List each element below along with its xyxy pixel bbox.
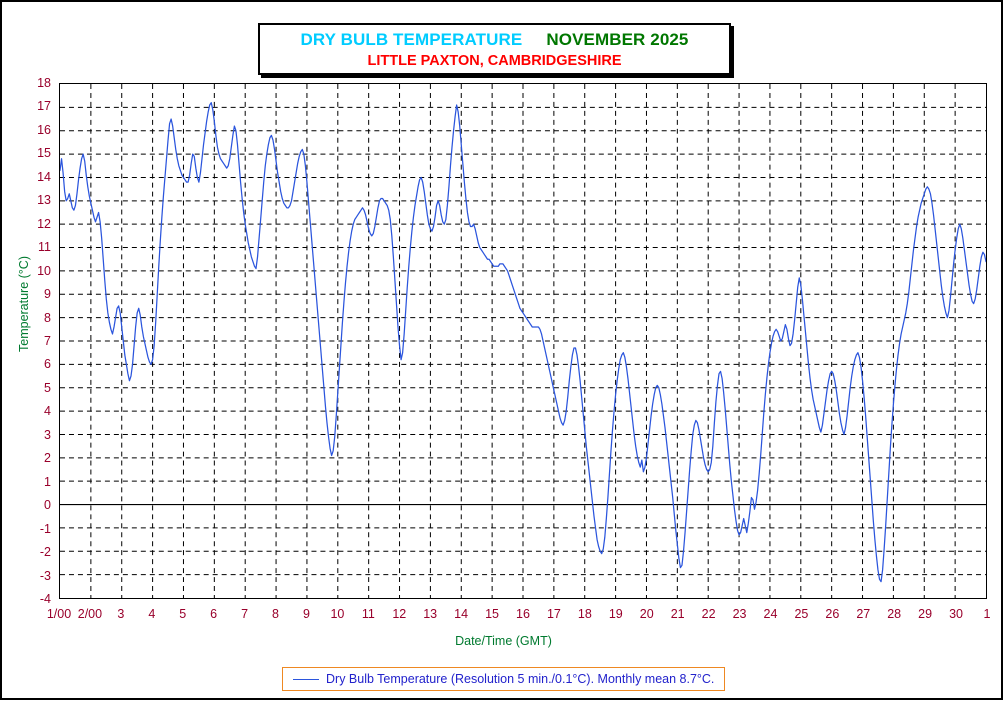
x-axis-tick: 28 <box>887 607 902 621</box>
y-axis-tick: 0 <box>44 498 51 513</box>
x-axis-tick: 25 <box>794 607 809 621</box>
x-axis-tick: 26 <box>825 607 840 621</box>
title-site-text: LITTLE PAXTON, CAMBRIDGESHIRE <box>367 53 622 69</box>
x-axis-tick: 21 <box>670 607 685 621</box>
y-axis-tick: -2 <box>39 545 51 560</box>
y-axis-tick: -3 <box>39 568 51 583</box>
title-primary-line: DRY BULB TEMPERATURE NOVEMBER 2025 <box>260 30 729 50</box>
y-axis-tick: 18 <box>37 76 51 90</box>
x-axis-tick: 5 <box>179 607 187 621</box>
legend-line-swatch <box>293 678 319 680</box>
y-axis-title: Temperature (°C) <box>17 256 31 352</box>
x-axis-tick: 4 <box>148 607 156 621</box>
y-axis-tick: 8 <box>44 310 51 325</box>
y-axis-tick: 10 <box>37 263 51 278</box>
legend-label: Dry Bulb Temperature (Resolution 5 min./… <box>326 672 715 686</box>
x-axis-tick: 29 <box>918 607 933 621</box>
x-axis-tick: 14 <box>454 607 469 621</box>
temperature-series <box>60 102 986 583</box>
y-axis-tick: 7 <box>44 334 51 348</box>
x-axis-tick: 9 <box>302 607 310 621</box>
y-axis-tick: 17 <box>37 99 51 114</box>
x-axis-tick: 10 <box>330 607 345 621</box>
x-axis-tick: 22 <box>701 607 716 621</box>
y-axis-tick: -1 <box>39 521 51 536</box>
grid-lines <box>60 84 986 598</box>
x-axis-tick: 1 <box>983 607 991 621</box>
y-axis-tick: 4 <box>44 404 51 419</box>
title-secondary-line: LITTLE PAXTON, CAMBRIDGESHIRE <box>260 53 729 69</box>
x-axis-title: Date/Time (GMT) <box>455 634 552 648</box>
x-axis-tick: 1/00 <box>46 607 72 621</box>
plot-area <box>59 83 987 599</box>
x-axis-tick: 15 <box>485 607 500 621</box>
x-axis-tick: 19 <box>608 607 623 621</box>
y-axis-tick: 5 <box>44 380 51 395</box>
x-axis-tick: 13 <box>423 607 438 621</box>
x-axis-tick: 20 <box>639 607 654 621</box>
x-axis-tick: 30 <box>949 607 964 621</box>
y-axis-tick: 15 <box>37 146 51 161</box>
title-month-text: NOVEMBER 2025 <box>546 30 689 49</box>
x-axis-tick: 6 <box>210 607 218 621</box>
x-axis-tick: 2/00 <box>77 607 103 621</box>
y-axis-tick: 13 <box>37 193 51 208</box>
x-axis-tick: 16 <box>516 607 530 621</box>
y-axis-tick: 14 <box>37 169 51 184</box>
y-axis-tick: 11 <box>38 240 51 255</box>
x-axis-tick: 23 <box>732 607 747 621</box>
x-axis-tick: 27 <box>856 607 871 621</box>
y-axis-tick: 2 <box>44 451 51 466</box>
y-axis-tick: 1 <box>44 474 51 489</box>
x-axis-tick: 3 <box>117 607 125 621</box>
y-axis-tick: 12 <box>37 216 51 231</box>
title-main-text: DRY BULB TEMPERATURE <box>300 30 523 49</box>
x-axis-tick: 7 <box>241 607 249 621</box>
x-axis-tick: 8 <box>272 607 280 621</box>
y-axis-tick: 3 <box>44 427 51 442</box>
chart-legend: Dry Bulb Temperature (Resolution 5 min./… <box>282 667 726 691</box>
y-axis-tick: 16 <box>37 122 51 137</box>
x-axis-tick: 18 <box>577 607 592 621</box>
y-axis-tick: -4 <box>39 592 51 606</box>
y-axis-tick: 6 <box>44 357 51 372</box>
x-axis-tick: 12 <box>392 607 407 621</box>
chart-title-box: DRY BULB TEMPERATURE NOVEMBER 2025 LITTL… <box>258 23 731 75</box>
y-axis-tick: 9 <box>44 287 51 302</box>
x-axis-tick: 17 <box>546 607 561 621</box>
x-axis-tick: 24 <box>763 607 778 621</box>
x-axis-tick: 11 <box>361 607 375 621</box>
